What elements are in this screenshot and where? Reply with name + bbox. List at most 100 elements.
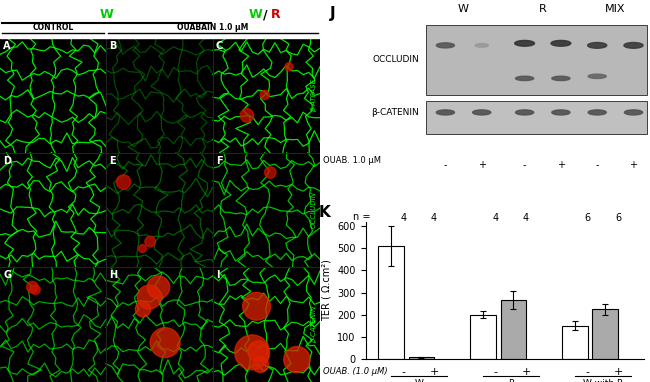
Circle shape (235, 335, 270, 370)
Ellipse shape (624, 42, 643, 48)
Bar (562, 326, 588, 359)
Text: R: R (270, 8, 280, 21)
Ellipse shape (515, 40, 534, 46)
Text: OUABAIN 1.0 µM: OUABAIN 1.0 µM (177, 24, 249, 32)
Text: +: + (629, 160, 638, 170)
Text: /: / (263, 8, 268, 21)
Text: 4: 4 (431, 213, 437, 223)
Bar (0, 267, 106, 382)
Bar (0, 38, 106, 153)
Ellipse shape (588, 110, 606, 115)
Circle shape (284, 346, 310, 372)
Text: n =: n = (354, 212, 371, 222)
Circle shape (135, 301, 151, 317)
Text: 4: 4 (523, 213, 529, 223)
Text: -: - (444, 160, 447, 170)
Text: F: F (216, 156, 222, 166)
Circle shape (248, 341, 268, 362)
Text: OCCLUDIN: OCCLUDIN (311, 191, 317, 228)
Text: +: + (557, 160, 565, 170)
Text: OUAB. (1.0 μM): OUAB. (1.0 μM) (323, 367, 387, 376)
Circle shape (260, 90, 270, 100)
Circle shape (265, 167, 276, 178)
Text: β-ATPASE: β-ATPASE (311, 79, 317, 112)
Bar (106, 38, 213, 153)
Circle shape (242, 292, 270, 320)
Text: -: - (402, 367, 406, 377)
Text: OUAB. 1.0 μM: OUAB. 1.0 μM (323, 156, 382, 165)
Bar (470, 315, 496, 359)
Bar (0, 153, 106, 267)
Circle shape (138, 244, 146, 253)
Circle shape (31, 285, 40, 295)
Ellipse shape (552, 76, 570, 81)
Text: G: G (3, 270, 11, 280)
Text: +: + (430, 367, 439, 377)
Bar (213, 267, 320, 382)
Circle shape (145, 236, 155, 247)
Text: H: H (109, 270, 117, 280)
Bar (592, 309, 618, 359)
Text: W: W (249, 8, 263, 21)
Text: E: E (109, 156, 116, 166)
Ellipse shape (473, 110, 491, 115)
Text: +: + (614, 367, 623, 377)
Ellipse shape (588, 74, 606, 78)
Text: β-CATENIN: β-CATENIN (371, 108, 419, 117)
Bar (500, 299, 526, 359)
Text: C: C (216, 41, 223, 51)
Ellipse shape (475, 44, 488, 47)
Text: D: D (3, 156, 11, 166)
Text: W: W (415, 379, 423, 382)
Bar (106, 267, 213, 382)
Text: W: W (99, 8, 113, 21)
Text: CONTROL: CONTROL (32, 24, 73, 32)
Ellipse shape (436, 43, 454, 48)
Text: OCCLUDIN: OCCLUDIN (372, 55, 419, 64)
Text: +: + (478, 160, 486, 170)
Text: -: - (523, 160, 526, 170)
Circle shape (116, 175, 131, 189)
Text: β-CATENIN: β-CATENIN (311, 306, 317, 343)
Bar (409, 357, 434, 359)
Ellipse shape (551, 40, 571, 46)
Circle shape (150, 328, 180, 358)
Circle shape (137, 285, 161, 309)
Circle shape (27, 281, 38, 293)
Ellipse shape (436, 110, 454, 115)
Bar (0, 0, 320, 38)
Ellipse shape (588, 42, 606, 48)
Ellipse shape (515, 76, 534, 81)
Text: -: - (595, 160, 599, 170)
Bar (106, 153, 213, 267)
Ellipse shape (515, 110, 534, 115)
Bar (213, 38, 320, 153)
Text: J: J (330, 6, 335, 21)
Text: 6: 6 (615, 213, 621, 223)
Circle shape (147, 276, 170, 299)
Circle shape (285, 63, 293, 71)
Text: I: I (216, 270, 220, 280)
Text: B: B (109, 41, 116, 51)
Text: 4: 4 (400, 213, 407, 223)
Text: -: - (586, 367, 590, 377)
Ellipse shape (625, 110, 643, 115)
Circle shape (252, 356, 268, 372)
Bar (213, 153, 320, 267)
Text: 6: 6 (584, 213, 591, 223)
Text: MIX: MIX (605, 4, 625, 14)
Circle shape (240, 108, 254, 122)
Text: R: R (508, 379, 514, 382)
Ellipse shape (552, 110, 570, 115)
Text: 4: 4 (493, 213, 499, 223)
Text: W with R: W with R (583, 379, 623, 382)
Y-axis label: TER ( Ω.cm²): TER ( Ω.cm²) (322, 259, 332, 321)
Text: W: W (458, 4, 469, 14)
Bar (378, 246, 404, 359)
Bar (426, 101, 647, 134)
Text: K: K (319, 206, 331, 220)
Text: +: + (521, 367, 531, 377)
Text: R: R (539, 4, 547, 14)
Bar (426, 25, 647, 95)
Text: -: - (494, 367, 498, 377)
